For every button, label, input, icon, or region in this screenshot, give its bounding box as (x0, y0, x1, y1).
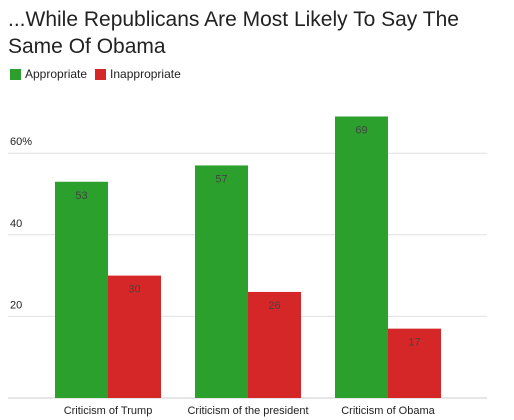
data-label-appropriate-0: 53 (75, 190, 87, 202)
bar-appropriate-2 (335, 116, 388, 398)
x-tick-label-0: Criticism of Trump (64, 405, 153, 417)
legend-label-inappropriate: Inappropriate (110, 67, 181, 81)
legend: Appropriate Inappropriate (10, 67, 189, 81)
legend-swatch-appropriate (10, 68, 21, 80)
legend-label-appropriate: Appropriate (25, 67, 88, 81)
data-label-inappropriate-1: 26 (268, 300, 280, 312)
y-tick-label-40: 40 (10, 218, 22, 230)
data-label-inappropriate-2: 17 (408, 337, 420, 349)
data-label-inappropriate-0: 30 (128, 284, 140, 296)
y-tick-label-60: 60% (10, 136, 32, 148)
bar-inappropriate-0 (108, 275, 161, 398)
bar-inappropriate-2 (388, 328, 441, 398)
legend-item-appropriate: Appropriate (10, 67, 87, 81)
chart-title: ...While Republicans Are Most Likely To … (8, 8, 459, 58)
data-label-appropriate-2: 69 (355, 124, 367, 136)
x-tick-label-2: Criticism of Obama (341, 405, 435, 417)
legend-item-inappropriate: Inappropriate (95, 67, 181, 81)
bar-appropriate-0 (55, 181, 108, 398)
legend-swatch-inappropriate (95, 68, 107, 80)
data-label-appropriate-1: 57 (215, 173, 227, 185)
bar-appropriate-1 (195, 165, 248, 398)
bar-inappropriate-1 (248, 291, 301, 398)
x-tick-label-1: Criticism of the president (187, 405, 308, 417)
y-tick-label-20: 20 (10, 299, 22, 311)
